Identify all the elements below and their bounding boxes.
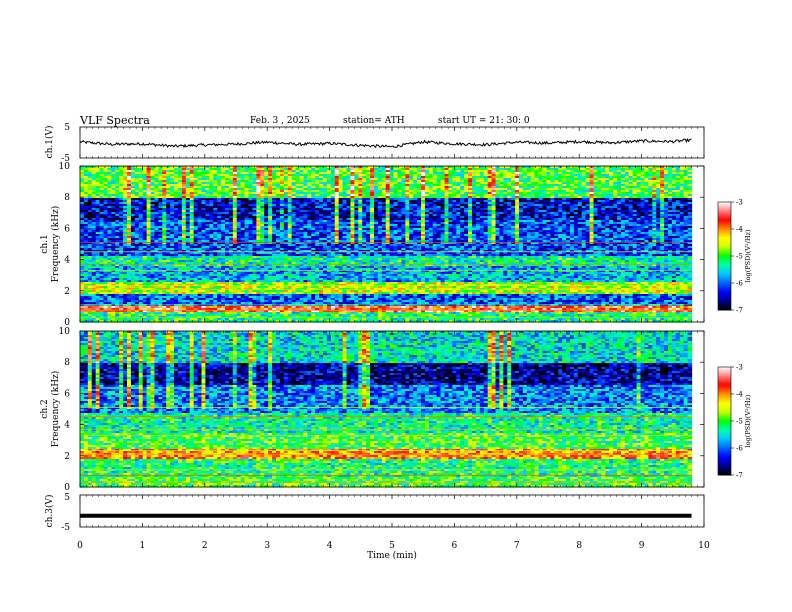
ch1-ylabel: ch.1(V) — [44, 126, 55, 159]
ch1-voltage-panel: 5 -5 ch.1(V) — [44, 123, 704, 164]
ch1-spectrogram-image — [80, 166, 692, 323]
start-time-label: start UT = 21: 30: 0 — [438, 116, 530, 126]
ch1-ytick-top: 5 — [64, 123, 70, 133]
figure-title: VLF Spectra — [79, 114, 150, 127]
ch1-trace-line — [80, 139, 692, 148]
station-label: station= ATH — [343, 116, 405, 126]
date-label: Feb. 3 , 2025 — [250, 116, 310, 126]
